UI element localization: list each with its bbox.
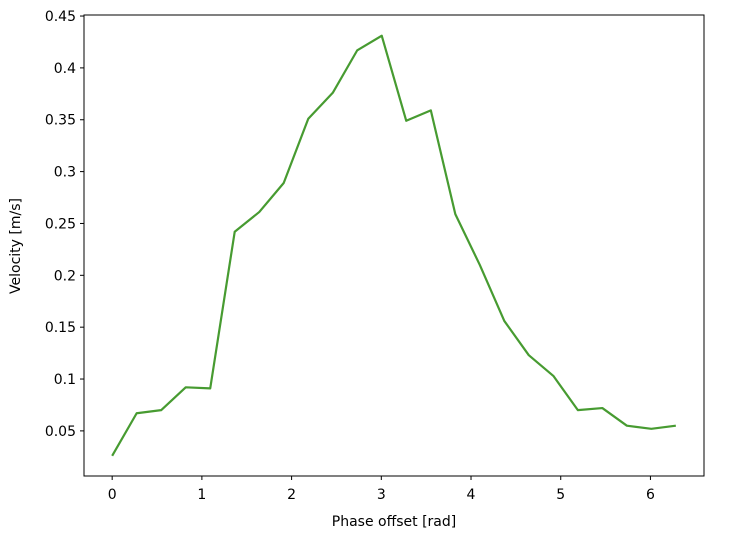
x-axis-label: Phase offset [rad] bbox=[332, 514, 456, 530]
y-tick-label: 0.35 bbox=[45, 113, 76, 129]
x-tick-label: 1 bbox=[197, 487, 206, 503]
x-tick-label: 6 bbox=[646, 487, 655, 503]
x-tick-label: 2 bbox=[287, 487, 296, 503]
x-tick-label: 4 bbox=[467, 487, 476, 503]
plot-frame bbox=[83, 14, 705, 477]
x-tick-label: 3 bbox=[377, 487, 386, 503]
y-tick-label: 0.15 bbox=[45, 320, 76, 336]
y-tick-label: 0.4 bbox=[54, 61, 76, 77]
line-series bbox=[111, 34, 676, 457]
y-tick-label: 0.05 bbox=[45, 424, 76, 440]
x-tick-label: 5 bbox=[556, 487, 565, 503]
y-tick-label: 0.1 bbox=[54, 372, 76, 388]
y-tick-label: 0.2 bbox=[54, 268, 76, 284]
y-tick-label: 0.3 bbox=[54, 165, 76, 181]
x-tick-label: 0 bbox=[108, 487, 117, 503]
y-tick-label: 0.45 bbox=[45, 9, 76, 25]
y-axis-label: Velocity [m/s] bbox=[8, 198, 24, 294]
y-tick-label: 0.25 bbox=[45, 216, 76, 232]
